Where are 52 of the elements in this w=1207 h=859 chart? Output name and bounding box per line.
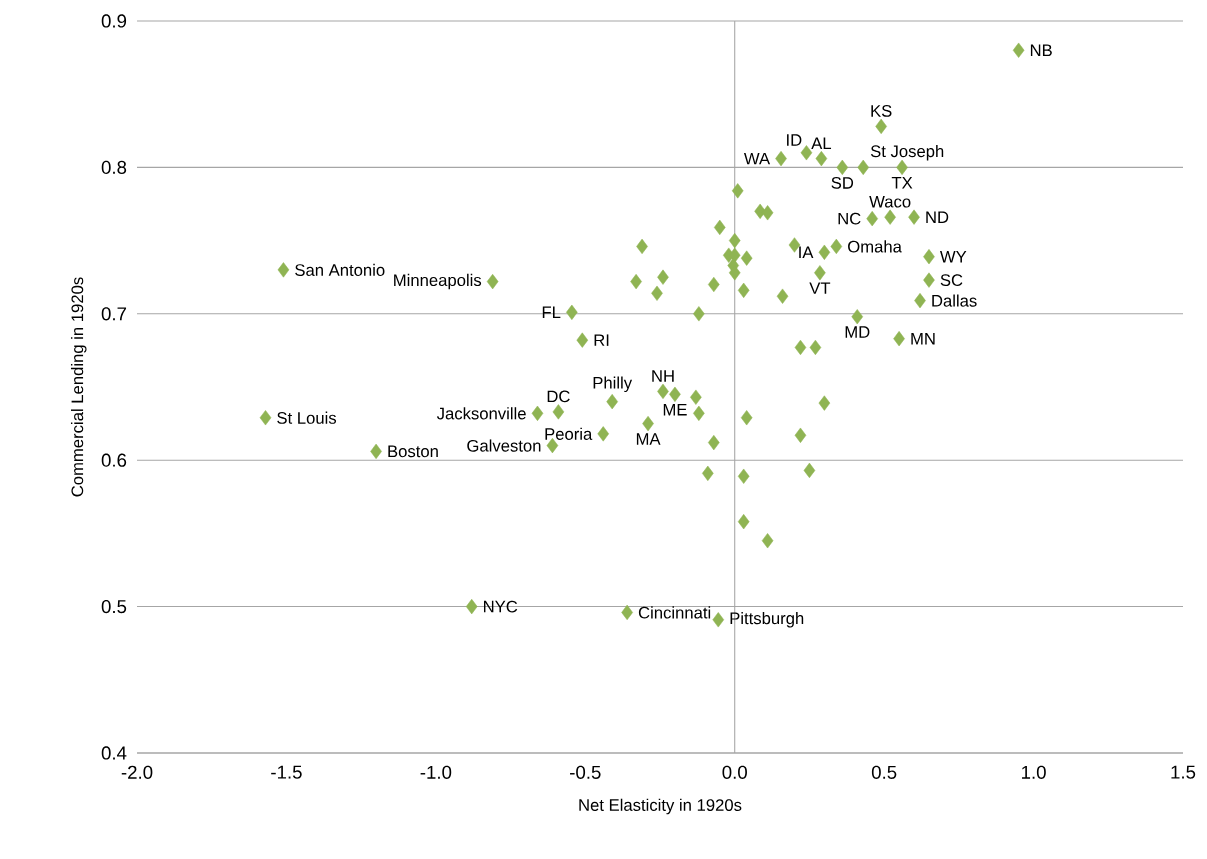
x-tick-label: 0.0 (722, 765, 747, 779)
annotation: MD (845, 326, 870, 338)
annotation: Jacksonville (436, 407, 526, 420)
x-tick-label: 1.0 (1022, 765, 1046, 779)
x-tick-label: -1.0 (420, 765, 452, 779)
annotation: WA (743, 152, 771, 165)
annotation: MA (636, 433, 661, 445)
annotation: ID (787, 134, 802, 146)
annotation: ND (926, 211, 949, 223)
annotation: Cincinnati (638, 606, 711, 619)
annotation: NB (1030, 44, 1052, 56)
annotation: San Antonio (295, 263, 385, 276)
annotation: SD (831, 177, 854, 189)
annotation: Galveston (467, 439, 541, 452)
annotation: TX (891, 177, 913, 189)
y-tick-label: 0.6 (101, 453, 127, 467)
annotation: Minneapolis (394, 273, 482, 290)
x-tick-label: -1.5 (271, 765, 302, 779)
annotation: RI (594, 334, 609, 346)
y-tick-label: 0.8 (101, 160, 127, 174)
annotation: St Louis (277, 411, 337, 424)
annotation: AL (811, 137, 832, 150)
y-tick-label: 0.7 (101, 307, 127, 321)
annotation: FL (542, 306, 561, 319)
annotation: SC (940, 274, 963, 287)
y-tick-label: 0.5 (101, 599, 127, 614)
annotation: Peoria (545, 427, 593, 440)
annotation: MN (911, 332, 935, 345)
annotation: Boston (388, 445, 438, 458)
annotation: Philly (593, 376, 633, 393)
annotation: NC (838, 212, 861, 225)
x-axis-title: Net Elasticity in 1920s (579, 798, 742, 815)
annotation: NYC (484, 600, 518, 613)
y-axis-title: Commercial Lending in 1920s (70, 277, 87, 497)
y-tick-label: 0.4 (101, 746, 127, 760)
annotation: St Joseph (870, 144, 944, 161)
x-tick-label: 0.5 (871, 765, 897, 779)
annotation: Omaha (848, 240, 902, 253)
annotation: VT (809, 282, 831, 294)
annotation: Pittsburgh (730, 611, 804, 628)
x-tick-label: -0.5 (570, 765, 601, 779)
annotation: Waco (869, 195, 911, 208)
annotation: ME (663, 403, 687, 416)
annotation: WY (939, 250, 967, 263)
annotation: DC (547, 390, 570, 403)
y-tick-label: 0.9 (101, 14, 127, 28)
x-tick-label: -2.0 (121, 765, 153, 779)
annotation: KS (871, 105, 892, 117)
x-tick-label: 1.5 (1171, 765, 1196, 779)
annotation: Dallas (932, 294, 977, 307)
annotation: NH (652, 370, 674, 382)
annotation: IA (799, 246, 814, 259)
